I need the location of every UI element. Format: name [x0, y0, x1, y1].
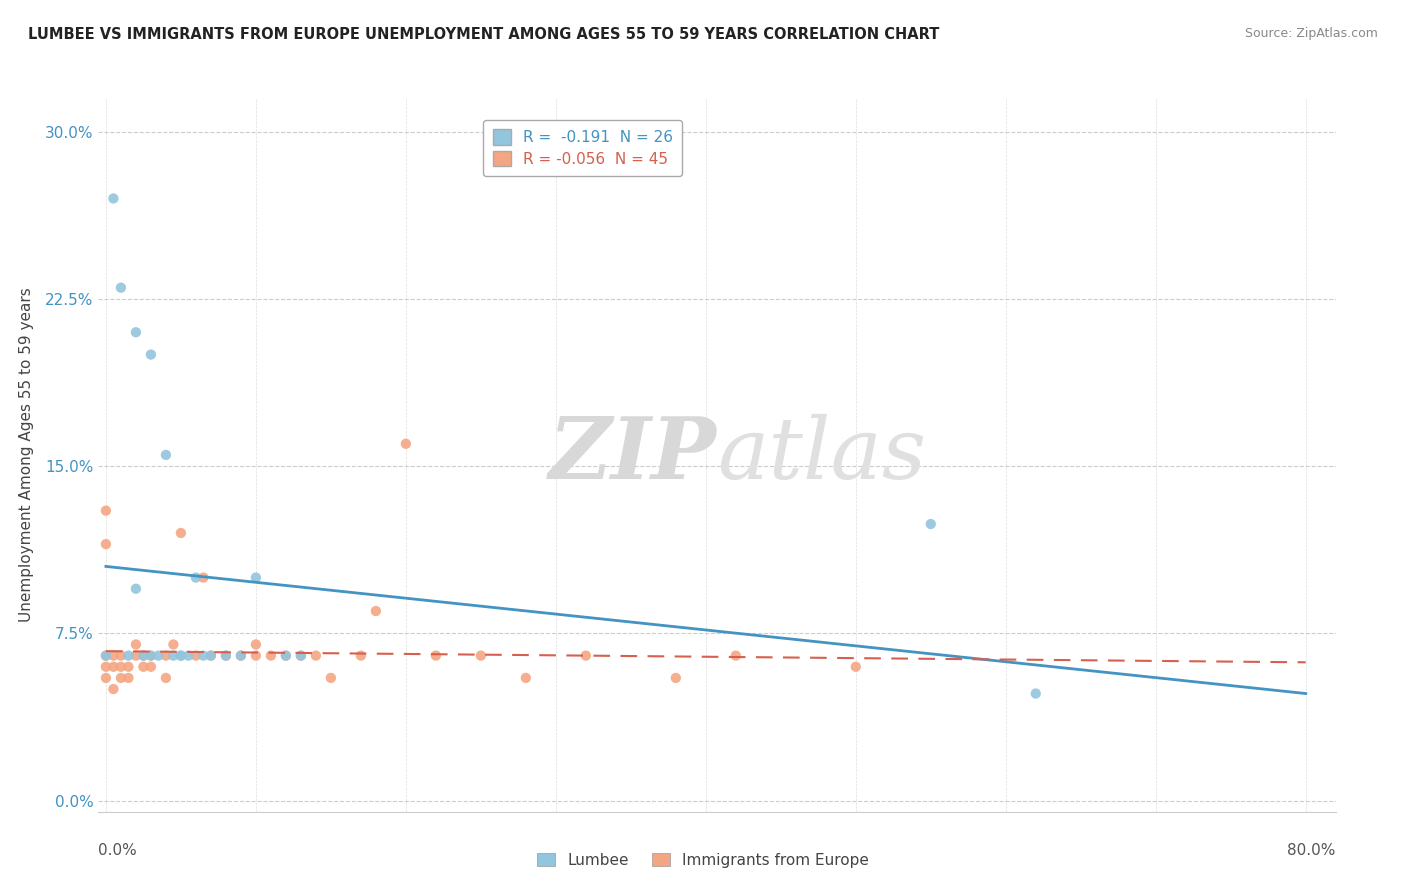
Point: [139, 648, 162, 663]
Point: [94, 660, 117, 674]
Point: [245, 648, 267, 663]
Text: atlas: atlas: [717, 414, 927, 496]
Point: [229, 648, 252, 663]
Point: [139, 347, 162, 362]
Point: [110, 648, 132, 663]
Point: [155, 671, 177, 685]
Point: [148, 648, 170, 663]
Point: [350, 648, 373, 663]
Point: [425, 648, 447, 663]
Point: [139, 648, 162, 663]
Point: [245, 571, 267, 585]
Point: [125, 648, 148, 663]
Point: [290, 648, 312, 663]
Point: [184, 571, 207, 585]
Point: [125, 637, 148, 651]
Point: [94, 671, 117, 685]
Point: [117, 671, 139, 685]
Point: [103, 192, 125, 206]
Point: [290, 648, 312, 663]
Point: [110, 671, 132, 685]
Point: [920, 517, 942, 532]
Point: [274, 648, 297, 663]
Point: [575, 648, 598, 663]
Point: [162, 648, 184, 663]
Point: [155, 648, 177, 663]
Text: ZIP: ZIP: [550, 413, 717, 497]
Point: [94, 648, 117, 663]
Point: [470, 648, 492, 663]
Point: [139, 660, 162, 674]
Point: [845, 660, 868, 674]
Point: [200, 648, 222, 663]
Point: [177, 648, 200, 663]
Text: LUMBEE VS IMMIGRANTS FROM EUROPE UNEMPLOYMENT AMONG AGES 55 TO 59 YEARS CORRELAT: LUMBEE VS IMMIGRANTS FROM EUROPE UNEMPLO…: [28, 27, 939, 42]
Point: [184, 648, 207, 663]
Point: [94, 537, 117, 551]
Point: [117, 648, 139, 663]
Point: [103, 648, 125, 663]
Point: [319, 671, 342, 685]
Point: [110, 660, 132, 674]
Legend: R =  -0.191  N = 26, R = -0.056  N = 45: R = -0.191 N = 26, R = -0.056 N = 45: [484, 120, 682, 176]
Point: [170, 648, 193, 663]
Text: Source: ZipAtlas.com: Source: ZipAtlas.com: [1244, 27, 1378, 40]
Point: [155, 448, 177, 462]
Point: [110, 281, 132, 295]
Point: [515, 671, 537, 685]
Point: [170, 526, 193, 541]
Point: [162, 637, 184, 651]
Point: [125, 582, 148, 596]
Point: [94, 648, 117, 663]
Point: [215, 648, 238, 663]
Point: [94, 503, 117, 517]
Point: [229, 648, 252, 663]
Point: [274, 648, 297, 663]
Point: [1025, 687, 1047, 701]
Point: [132, 648, 155, 663]
Point: [245, 637, 267, 651]
Point: [103, 660, 125, 674]
Point: [103, 681, 125, 696]
Point: [125, 325, 148, 339]
Point: [132, 660, 155, 674]
Point: [665, 671, 688, 685]
Point: [305, 648, 328, 663]
Text: 80.0%: 80.0%: [1288, 843, 1336, 858]
Point: [193, 571, 215, 585]
Point: [117, 660, 139, 674]
Point: [170, 648, 193, 663]
Y-axis label: Unemployment Among Ages 55 to 59 years: Unemployment Among Ages 55 to 59 years: [18, 287, 34, 623]
Point: [215, 648, 238, 663]
Point: [395, 436, 418, 450]
Point: [193, 648, 215, 663]
Text: 0.0%: 0.0%: [98, 843, 138, 858]
Legend: Lumbee, Immigrants from Europe: Lumbee, Immigrants from Europe: [529, 845, 877, 875]
Point: [132, 648, 155, 663]
Point: [724, 648, 747, 663]
Point: [200, 648, 222, 663]
Point: [364, 604, 387, 618]
Point: [260, 648, 283, 663]
